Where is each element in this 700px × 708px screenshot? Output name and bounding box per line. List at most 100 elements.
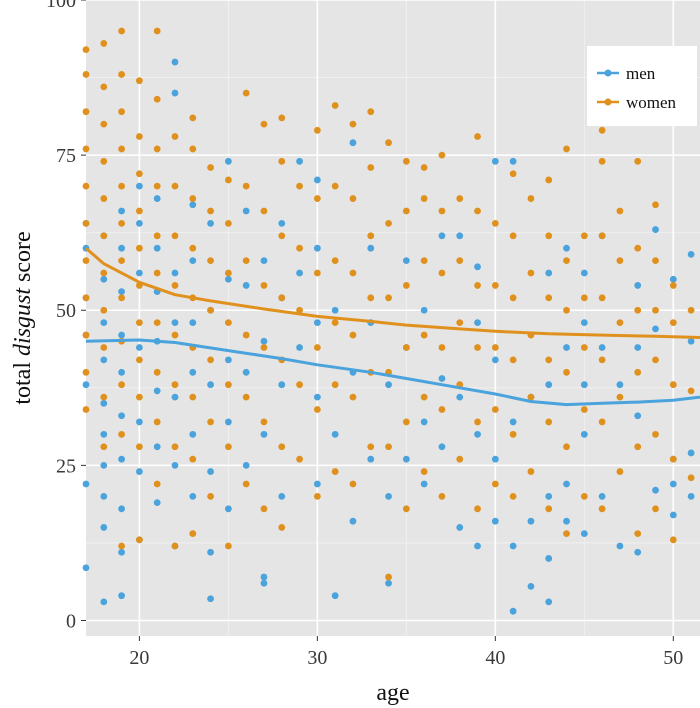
point-men bbox=[331, 592, 339, 600]
point-women bbox=[189, 244, 197, 252]
point-men bbox=[634, 412, 642, 420]
point-men bbox=[669, 480, 677, 488]
point-women bbox=[100, 269, 108, 277]
point-men bbox=[313, 393, 321, 401]
point-men bbox=[687, 337, 695, 345]
point-men bbox=[580, 430, 588, 438]
point-women bbox=[153, 269, 161, 277]
point-women bbox=[278, 114, 286, 122]
point-men bbox=[100, 319, 108, 327]
data-points bbox=[82, 27, 695, 615]
point-men bbox=[82, 381, 90, 389]
point-women bbox=[634, 244, 642, 252]
point-women bbox=[278, 443, 286, 451]
point-women bbox=[153, 182, 161, 190]
point-men bbox=[331, 306, 339, 314]
point-men bbox=[171, 58, 179, 66]
point-women bbox=[349, 269, 357, 277]
point-women bbox=[385, 443, 392, 451]
point-women bbox=[509, 170, 517, 178]
point-women bbox=[100, 393, 108, 401]
point-women bbox=[189, 195, 197, 202]
point-men bbox=[100, 524, 108, 531]
y-tick-label: 50 bbox=[56, 300, 76, 322]
point-women bbox=[402, 344, 410, 351]
point-women bbox=[135, 244, 143, 252]
point-men bbox=[669, 511, 677, 519]
point-women bbox=[616, 393, 624, 401]
point-men bbox=[171, 269, 179, 277]
point-women bbox=[545, 418, 553, 426]
point-women bbox=[224, 176, 232, 184]
point-men bbox=[171, 319, 179, 327]
point-women bbox=[491, 480, 499, 488]
point-women bbox=[545, 176, 553, 184]
point-women bbox=[367, 164, 375, 171]
legend: men women bbox=[587, 46, 697, 126]
point-men bbox=[545, 381, 553, 389]
point-women bbox=[118, 71, 125, 78]
point-men bbox=[100, 275, 108, 283]
point-men bbox=[385, 381, 392, 389]
x-axis-title: age bbox=[376, 680, 409, 706]
point-women bbox=[224, 443, 232, 451]
point-men bbox=[509, 607, 517, 615]
point-men bbox=[474, 263, 481, 271]
point-men bbox=[260, 573, 268, 581]
point-men bbox=[118, 412, 125, 420]
point-men bbox=[118, 548, 125, 556]
point-men bbox=[278, 219, 286, 227]
point-women bbox=[385, 573, 392, 581]
point-women bbox=[189, 455, 197, 463]
point-women bbox=[135, 170, 143, 178]
point-men bbox=[456, 524, 464, 531]
point-women bbox=[331, 381, 339, 389]
point-women bbox=[669, 282, 677, 289]
point-women bbox=[420, 331, 428, 339]
point-men bbox=[189, 257, 197, 265]
point-men bbox=[474, 319, 481, 327]
point-men bbox=[224, 418, 232, 426]
point-women bbox=[527, 195, 535, 202]
point-men bbox=[438, 443, 446, 451]
point-men bbox=[509, 418, 517, 426]
point-women bbox=[580, 232, 588, 240]
point-women bbox=[171, 133, 179, 140]
point-men bbox=[420, 418, 428, 426]
point-women bbox=[491, 406, 499, 413]
point-men bbox=[491, 356, 499, 364]
point-women bbox=[580, 294, 588, 302]
point-women bbox=[545, 294, 553, 302]
point-women bbox=[313, 269, 321, 277]
x-axis-ticks: 20 30 40 50 bbox=[129, 636, 683, 669]
point-men bbox=[224, 275, 232, 283]
point-women bbox=[207, 306, 214, 314]
point-women bbox=[509, 294, 517, 302]
point-women bbox=[189, 393, 197, 401]
point-women bbox=[563, 530, 570, 538]
point-women bbox=[456, 319, 464, 327]
point-women bbox=[82, 368, 90, 376]
point-women bbox=[669, 455, 677, 463]
y-axis-title-part2: disgust bbox=[10, 287, 36, 356]
point-men bbox=[118, 244, 125, 252]
point-men bbox=[580, 319, 588, 327]
point-men bbox=[135, 418, 143, 426]
point-men bbox=[153, 195, 161, 202]
point-women bbox=[598, 126, 606, 134]
point-men bbox=[545, 269, 553, 277]
x-tick-label: 20 bbox=[129, 647, 149, 669]
point-women bbox=[100, 83, 108, 91]
point-women bbox=[687, 387, 695, 395]
point-women bbox=[153, 368, 161, 376]
point-women bbox=[545, 505, 553, 513]
point-women bbox=[135, 393, 143, 401]
point-men bbox=[634, 548, 642, 556]
point-men bbox=[153, 443, 161, 451]
point-women bbox=[491, 282, 499, 289]
point-women bbox=[598, 294, 606, 302]
point-women bbox=[349, 120, 357, 128]
point-women bbox=[118, 145, 125, 153]
point-women bbox=[242, 331, 250, 339]
point-women bbox=[527, 393, 535, 401]
